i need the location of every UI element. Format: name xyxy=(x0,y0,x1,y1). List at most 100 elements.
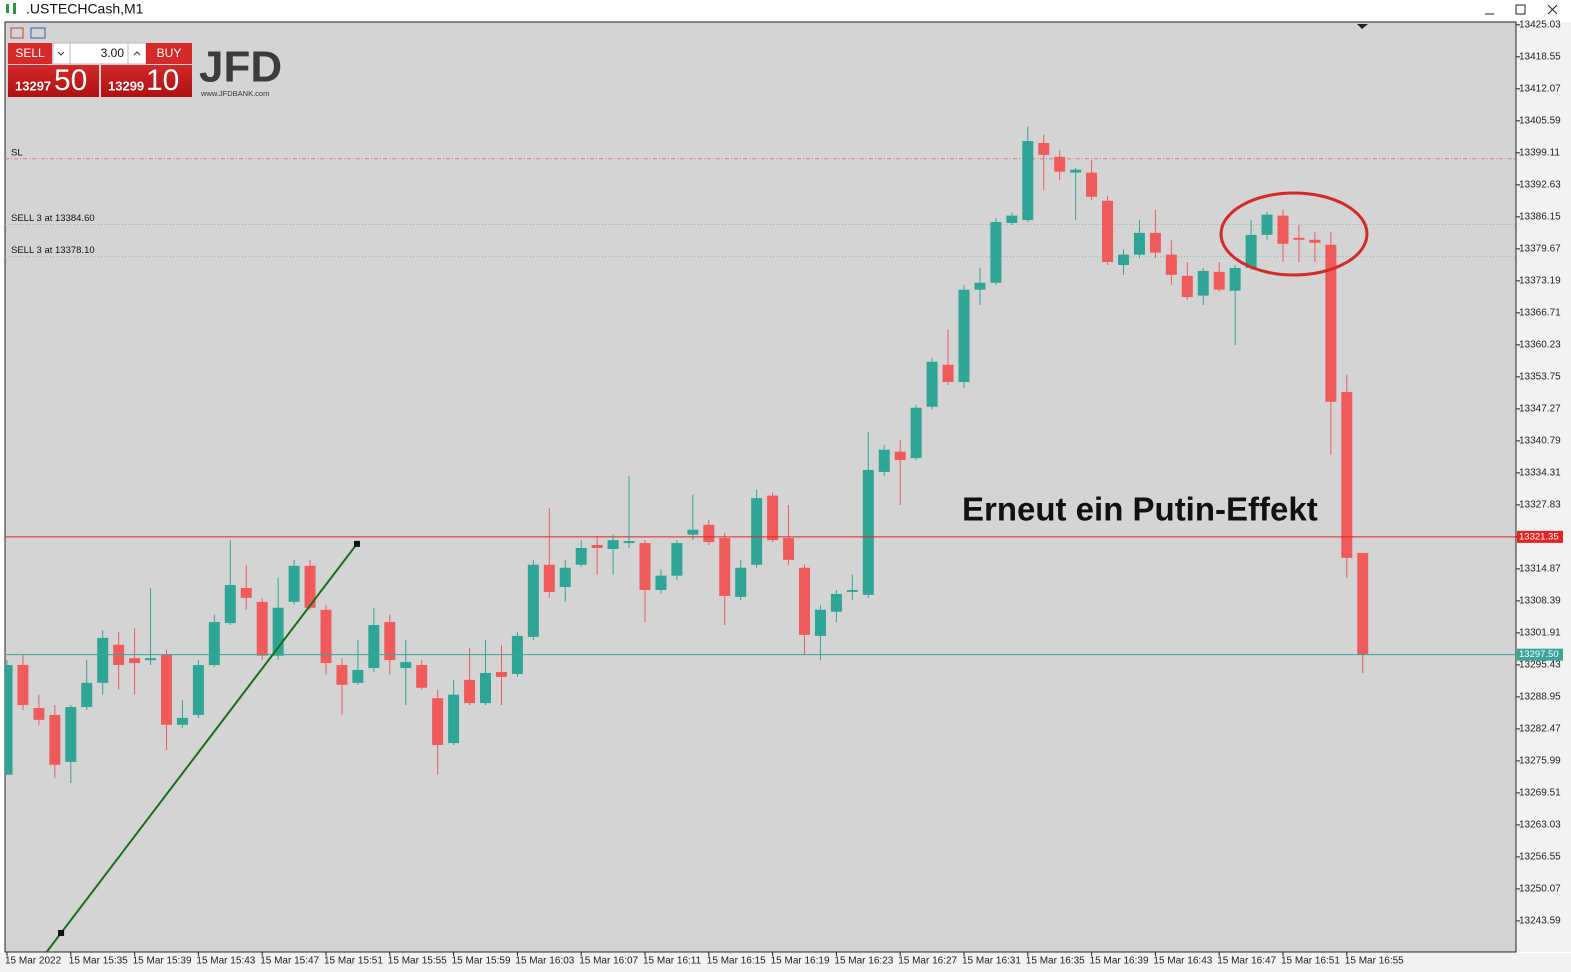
candle-body xyxy=(145,658,157,661)
y-tick-label: 13282.47 xyxy=(1519,724,1561,735)
y-tick-label: 13269.51 xyxy=(1519,788,1561,799)
x-tick-label: 15 Mar 16:19 xyxy=(771,956,830,967)
price-label-box xyxy=(1517,648,1563,661)
candle-body xyxy=(846,589,858,592)
x-tick-label: 15 Mar 16:23 xyxy=(834,956,893,967)
y-tick-label: 13418.55 xyxy=(1519,51,1561,62)
ask-box[interactable] xyxy=(101,65,192,97)
candle-body xyxy=(1357,552,1369,655)
candle-body xyxy=(272,607,284,656)
x-tick-label: 15 Mar 16:35 xyxy=(1026,956,1085,967)
y-tick-label: 13327.83 xyxy=(1519,500,1561,511)
plot-content xyxy=(5,126,1516,952)
y-tick-label: 13412.07 xyxy=(1519,83,1561,94)
candle-body xyxy=(384,622,396,661)
candle-body xyxy=(958,289,970,383)
x-tick-label: 15 Mar 15:35 xyxy=(69,956,128,967)
candle-body xyxy=(1293,237,1305,240)
candle-body xyxy=(799,567,810,635)
x-tick-label: 15 Mar 15:59 xyxy=(452,956,511,967)
candle-body xyxy=(1309,239,1321,243)
y-tick-label: 13275.99 xyxy=(1519,756,1561,767)
bid-price: 13297 xyxy=(15,78,51,93)
x-tick-label: 15 Mar 16:07 xyxy=(579,956,638,967)
candle-body xyxy=(224,585,236,624)
candle-body xyxy=(432,698,444,746)
y-tick-label: 13373.19 xyxy=(1519,275,1561,286)
candle-body xyxy=(575,547,587,565)
x-tick-label: 15 Mar 16:43 xyxy=(1153,956,1212,967)
sell-button[interactable] xyxy=(8,43,52,64)
y-tick-label: 13340.79 xyxy=(1519,436,1561,447)
level-label: SL xyxy=(11,147,23,158)
candle-body xyxy=(1006,215,1018,224)
trade-panel: SELL 3.00 BUY 13297 50 13299 10 JFD www.… xyxy=(8,42,282,98)
shift-marker xyxy=(1357,24,1368,29)
candle-body xyxy=(17,665,29,706)
candle-body xyxy=(368,625,380,669)
x-tick-label: 15 Mar 16:51 xyxy=(1281,956,1340,967)
logo: JFD xyxy=(199,43,282,92)
volume-value: 3.00 xyxy=(101,46,125,60)
y-tick-label: 13256.55 xyxy=(1519,852,1561,863)
candle-body xyxy=(400,662,412,669)
candle-body xyxy=(910,407,922,459)
trendline xyxy=(45,543,358,952)
candle-body xyxy=(480,672,491,704)
x-tick-label: 15 Mar 16:15 xyxy=(707,956,766,967)
candle-body xyxy=(448,694,460,744)
arrow-icon xyxy=(133,51,141,56)
candle-body xyxy=(192,665,204,715)
y-tick-label: 13425.03 xyxy=(1519,19,1561,30)
volume-down[interactable] xyxy=(52,42,71,65)
candle-body xyxy=(527,564,539,637)
candle-body xyxy=(304,565,316,608)
x-tick-label: 15 Mar 16:03 xyxy=(515,956,574,967)
toolbar-icon[interactable] xyxy=(10,27,24,39)
maximize-button[interactable] xyxy=(1515,4,1526,15)
candle-body xyxy=(161,654,172,725)
ask-pips: 10 xyxy=(146,64,179,97)
candle-body xyxy=(129,658,141,664)
y-tick-label: 13295.43 xyxy=(1519,660,1561,671)
bid-box[interactable] xyxy=(8,65,99,97)
volume-up[interactable] xyxy=(127,42,147,65)
candle-body xyxy=(1325,244,1337,402)
candle-body xyxy=(240,588,252,598)
x-tick-label: 15 Mar 16:47 xyxy=(1217,956,1276,967)
candle-body xyxy=(416,665,428,688)
toolbar-icon[interactable] xyxy=(30,27,46,39)
price-label: 13321.35 xyxy=(1519,531,1559,542)
x-tick-label: 15 Mar 2022 xyxy=(5,956,62,967)
arrow-icon xyxy=(57,51,65,56)
candle-body xyxy=(336,665,348,685)
highlight-ellipse xyxy=(1219,191,1369,277)
price-label-box xyxy=(1517,530,1563,543)
candle-body xyxy=(703,524,715,543)
candle-body xyxy=(1022,141,1034,221)
plot-area xyxy=(4,21,1517,953)
y-tick-label: 13347.27 xyxy=(1519,404,1561,415)
candle-body xyxy=(1181,275,1193,298)
x-tick-label: 15 Mar 16:31 xyxy=(962,956,1021,967)
close-button[interactable] xyxy=(1547,4,1558,15)
candle-body xyxy=(256,601,268,656)
trendline-anchor xyxy=(353,540,360,547)
candle-body xyxy=(1229,267,1241,291)
candle-body xyxy=(543,564,555,592)
candle-body xyxy=(288,565,300,602)
window-title: .USTECHCash,M1 xyxy=(26,1,144,17)
price-axis xyxy=(1517,22,1571,952)
buy-button[interactable] xyxy=(146,43,192,64)
buy-label: BUY xyxy=(157,46,182,60)
y-tick-label: 13366.71 xyxy=(1519,307,1561,318)
x-tick-label: 15 Mar 15:55 xyxy=(388,956,447,967)
candle-body xyxy=(830,593,842,612)
candle-body xyxy=(1102,200,1114,263)
candle-body xyxy=(974,282,986,290)
title-bar xyxy=(0,0,1571,21)
price-label: 13297.50 xyxy=(1519,649,1559,660)
candle-body xyxy=(1261,214,1273,235)
x-tick-label: 15 Mar 15:39 xyxy=(133,956,192,967)
